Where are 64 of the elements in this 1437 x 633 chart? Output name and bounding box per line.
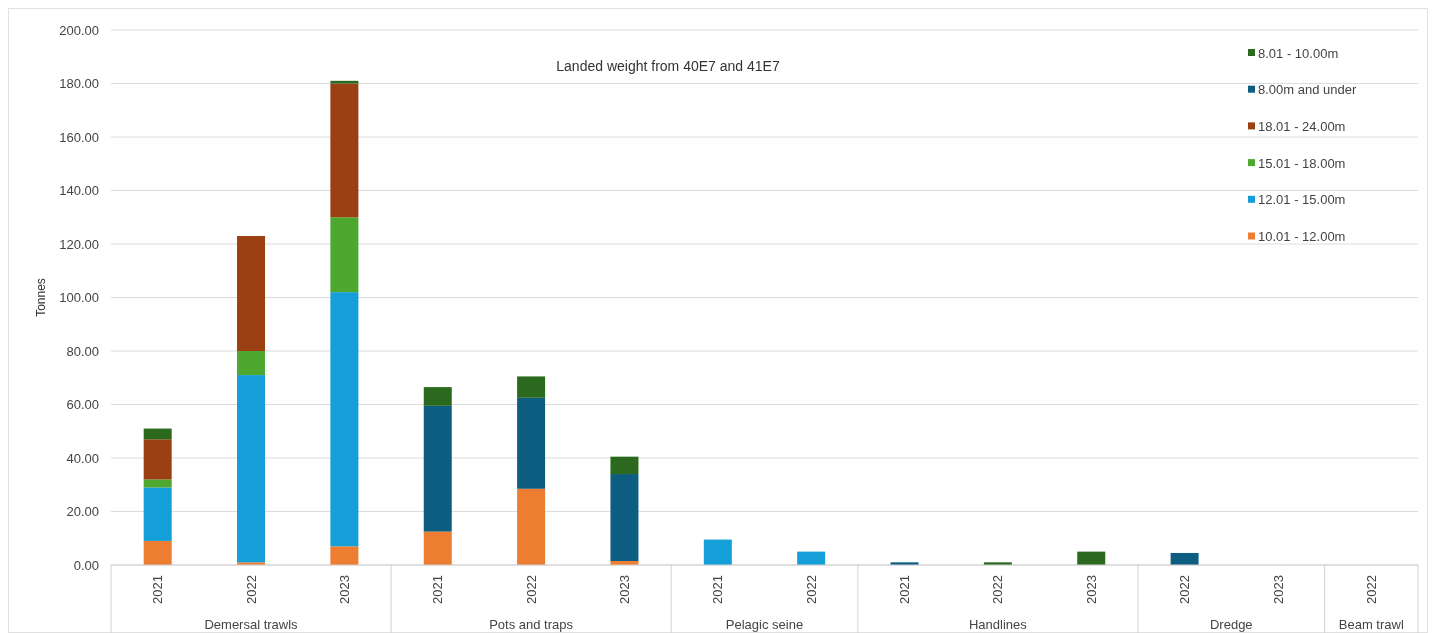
- legend-label: 18.01 - 24.00m: [1258, 118, 1346, 134]
- text: Dredge: [1209, 617, 1253, 632]
- x-tick-label: 2021: [150, 575, 166, 604]
- bar: [237, 351, 266, 376]
- bar: [517, 397, 546, 489]
- y-tick-label: 200.00: [59, 22, 99, 38]
- x-tick-label: 2022: [1363, 575, 1379, 604]
- bar: [330, 292, 359, 547]
- bar: [143, 487, 172, 541]
- y-tick-label: 80.00: [66, 343, 99, 359]
- x-tick-label: 2023: [336, 575, 352, 604]
- x-tick-label: 2021: [710, 575, 726, 604]
- x-tick-label: 2021: [430, 575, 446, 604]
- y-tick-label: 180.00: [59, 76, 99, 92]
- legend-label: 8.01 - 10.00m: [1258, 45, 1339, 61]
- legend-label: 12.01 - 15.00m: [1258, 192, 1346, 208]
- x-tick-label: 2022: [990, 575, 1006, 604]
- legend-label: 15.01 - 18.00m: [1258, 155, 1346, 171]
- bar: [330, 546, 359, 565]
- bar: [143, 428, 172, 440]
- x-tick-label: 2022: [1177, 575, 1193, 604]
- bar: [423, 387, 452, 406]
- text: Pots and traps: [489, 617, 574, 632]
- text: Demersal trawls: [204, 617, 299, 632]
- bar: [143, 540, 172, 565]
- bar: [423, 531, 452, 565]
- y-tick-label: 20.00: [66, 504, 99, 520]
- bar: [237, 235, 266, 351]
- x-tick-label: 2022: [243, 575, 259, 604]
- y-tick-label: 160.00: [59, 129, 99, 145]
- y-tick-label: 140.00: [59, 183, 99, 199]
- bar: [610, 456, 639, 475]
- text: Beam trawl: [1338, 617, 1404, 632]
- bar: [703, 539, 732, 565]
- bar: [517, 488, 546, 565]
- bar: [143, 479, 172, 488]
- x-tick-label: 2023: [1270, 575, 1286, 604]
- x-tick-label: 2021: [897, 575, 913, 604]
- legend-label: 10.01 - 12.00m: [1258, 229, 1346, 245]
- y-axis-title: Tonnes: [34, 278, 48, 317]
- legend-label: 8.00m and under: [1258, 82, 1357, 98]
- bar: [330, 217, 359, 293]
- bar: [610, 474, 639, 561]
- x-tick-label: 2023: [617, 575, 633, 604]
- x-tick-label: 2022: [803, 575, 819, 604]
- x-tick-label: 2022: [523, 575, 539, 604]
- y-tick-label: 40.00: [66, 450, 99, 466]
- bar: [423, 405, 452, 532]
- bar: [1077, 551, 1106, 565]
- y-tick-label: 100.00: [59, 290, 99, 306]
- text: Handlines: [968, 617, 1028, 632]
- bar: [330, 83, 359, 218]
- bar: [517, 376, 546, 398]
- bar: [237, 375, 266, 563]
- bar: [797, 551, 826, 565]
- y-tick-label: 60.00: [66, 397, 99, 413]
- bar: [143, 439, 172, 480]
- text: Pelagic seine: [725, 617, 804, 632]
- bar: [330, 80, 359, 84]
- bar: [1170, 552, 1199, 565]
- y-tick-label: 0.00: [73, 557, 99, 573]
- y-tick-label: 120.00: [59, 236, 99, 252]
- text: Landed weight from 40E7 and 41E7: [556, 58, 780, 74]
- x-tick-label: 2023: [1083, 575, 1099, 604]
